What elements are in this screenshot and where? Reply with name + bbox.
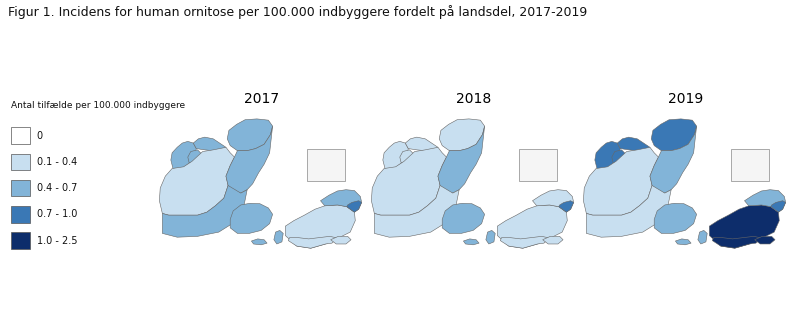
Polygon shape bbox=[533, 190, 574, 212]
Polygon shape bbox=[171, 141, 196, 170]
Polygon shape bbox=[162, 185, 247, 237]
Bar bbox=[11, 206, 30, 223]
Polygon shape bbox=[771, 201, 786, 212]
Polygon shape bbox=[230, 203, 273, 233]
Polygon shape bbox=[274, 230, 283, 244]
Polygon shape bbox=[559, 201, 574, 212]
Polygon shape bbox=[524, 156, 550, 175]
Polygon shape bbox=[486, 230, 495, 244]
Polygon shape bbox=[226, 126, 273, 193]
Polygon shape bbox=[442, 203, 485, 233]
Polygon shape bbox=[371, 147, 446, 215]
Text: Figur 1. Incidens for human ornitose per 100.000 indbyggere fordelt på landsdel,: Figur 1. Incidens for human ornitose per… bbox=[8, 5, 587, 19]
Polygon shape bbox=[194, 137, 226, 151]
Polygon shape bbox=[330, 236, 351, 244]
Text: 0.1 - 0.4: 0.1 - 0.4 bbox=[37, 157, 77, 167]
Bar bbox=[11, 154, 30, 170]
Polygon shape bbox=[650, 126, 697, 193]
Text: 0.4 - 0.7: 0.4 - 0.7 bbox=[37, 183, 77, 193]
Polygon shape bbox=[754, 236, 775, 244]
Polygon shape bbox=[698, 230, 707, 244]
Polygon shape bbox=[675, 239, 691, 245]
Polygon shape bbox=[188, 150, 202, 163]
Polygon shape bbox=[745, 190, 786, 212]
Polygon shape bbox=[406, 137, 438, 151]
Polygon shape bbox=[288, 236, 338, 248]
Text: Antal tilfælde per 100.000 indbyggere: Antal tilfælde per 100.000 indbyggere bbox=[11, 101, 185, 110]
Polygon shape bbox=[227, 119, 273, 151]
Bar bbox=[11, 180, 30, 196]
Polygon shape bbox=[439, 119, 485, 151]
Polygon shape bbox=[612, 150, 626, 163]
Polygon shape bbox=[321, 190, 362, 212]
Title: 2019: 2019 bbox=[668, 92, 704, 106]
Polygon shape bbox=[498, 205, 567, 248]
Polygon shape bbox=[595, 141, 620, 170]
Polygon shape bbox=[654, 203, 697, 233]
Bar bbox=[306, 149, 345, 181]
Bar bbox=[11, 232, 30, 249]
Title: 2018: 2018 bbox=[456, 92, 492, 106]
Polygon shape bbox=[347, 201, 362, 212]
Polygon shape bbox=[438, 126, 485, 193]
Bar bbox=[730, 149, 769, 181]
Polygon shape bbox=[618, 137, 650, 151]
Polygon shape bbox=[710, 205, 779, 248]
Polygon shape bbox=[159, 147, 234, 215]
Polygon shape bbox=[651, 119, 697, 151]
Polygon shape bbox=[736, 156, 762, 175]
Polygon shape bbox=[500, 236, 550, 248]
Polygon shape bbox=[542, 236, 563, 244]
Text: 0: 0 bbox=[37, 131, 43, 141]
Text: 0.7 - 1.0: 0.7 - 1.0 bbox=[37, 209, 77, 219]
Bar bbox=[518, 149, 557, 181]
Polygon shape bbox=[251, 239, 267, 245]
Polygon shape bbox=[312, 156, 338, 175]
Title: 2017: 2017 bbox=[245, 92, 279, 106]
Polygon shape bbox=[383, 141, 408, 170]
Text: 1.0 - 2.5: 1.0 - 2.5 bbox=[37, 236, 78, 246]
Bar bbox=[11, 127, 30, 144]
Polygon shape bbox=[374, 185, 459, 237]
Polygon shape bbox=[400, 150, 414, 163]
Polygon shape bbox=[463, 239, 479, 245]
Polygon shape bbox=[286, 205, 355, 248]
Polygon shape bbox=[583, 147, 658, 215]
Polygon shape bbox=[712, 236, 762, 248]
Polygon shape bbox=[586, 185, 671, 237]
